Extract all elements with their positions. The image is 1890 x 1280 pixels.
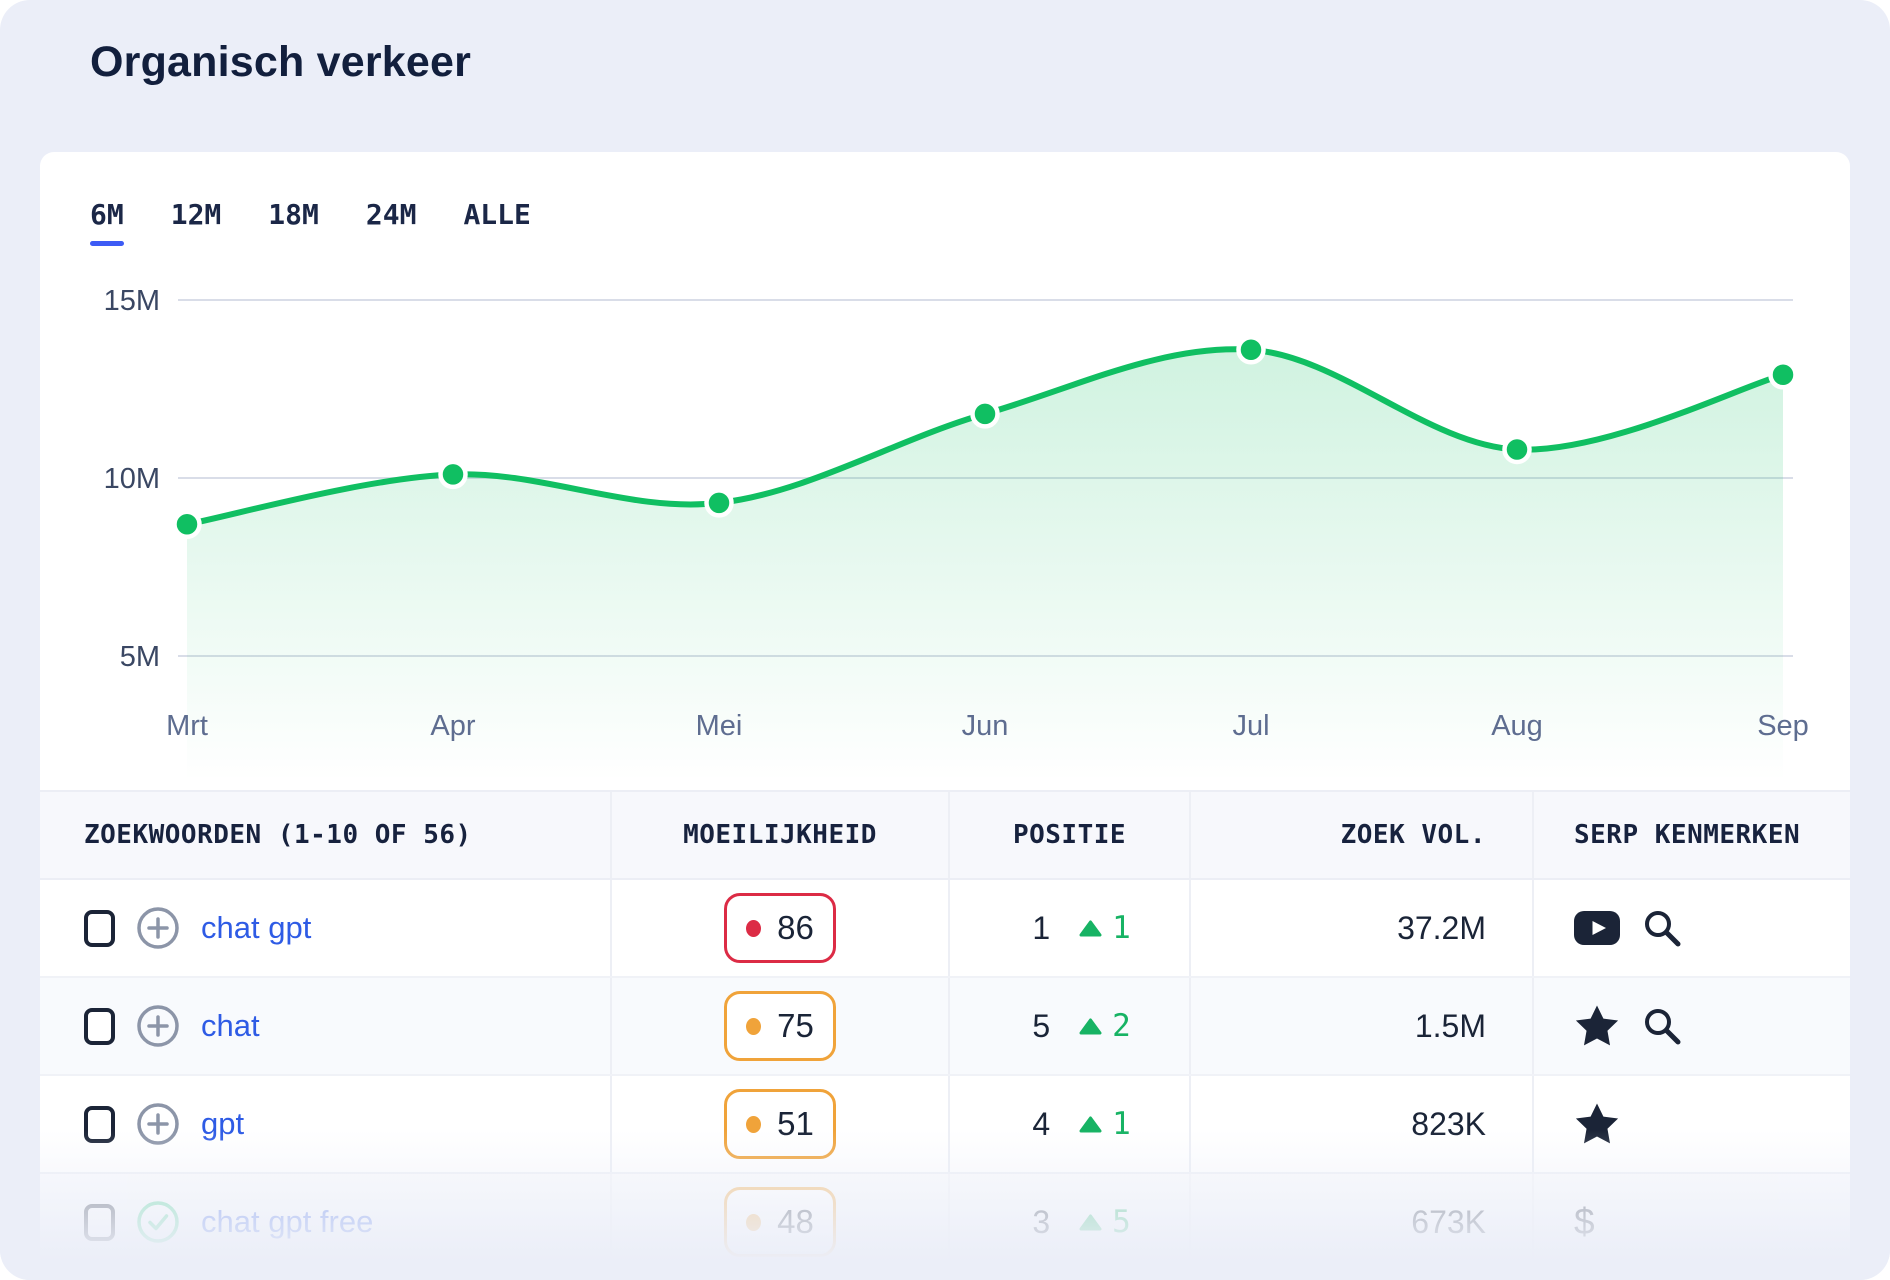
up-arrow-icon (1079, 1116, 1102, 1132)
difficulty-dot (746, 1017, 762, 1035)
difficulty-dot (746, 1213, 762, 1231)
data-point (970, 399, 1000, 429)
add-keyword-icon (137, 907, 179, 949)
up-arrow-icon (1079, 920, 1102, 936)
keyword-link[interactable]: chat gpt (201, 910, 312, 945)
tracked-check-icon (137, 1201, 179, 1243)
table-header-row: ZOEKWOORDEN (1-10 OF 56) MOEILIJKHEID PO… (40, 790, 1850, 880)
traffic-area-fill (187, 349, 1783, 782)
difficulty-badge: 75 (724, 991, 836, 1061)
keyword-link[interactable]: chat gpt free (201, 1204, 374, 1239)
tab-alle[interactable]: ALLE (463, 198, 530, 246)
x-axis-label: Mrt (166, 710, 208, 742)
difficulty-value: 75 (777, 1007, 814, 1044)
star-icon (1575, 1005, 1619, 1046)
youtube-icon (1574, 911, 1620, 945)
tab-active-underline (268, 241, 319, 246)
tab-active-underline (90, 241, 124, 246)
position-change: 1 (1112, 1106, 1131, 1142)
row-checkbox[interactable] (84, 1105, 115, 1143)
table-row[interactable]: chat gpt 86 1 1 37.2M (40, 880, 1850, 978)
table-body: chat gpt 86 1 1 37.2M chat 75 5 2 1.5M gpt 51 4 1 823K… (40, 880, 1850, 1272)
x-axis-label: Jul (1232, 710, 1269, 742)
dollar-icon: $ (1574, 1201, 1595, 1242)
tab-active-underline (171, 241, 222, 246)
traffic-card: 6M 12M 18M 24M ALLE 15M 10M 5M Mrt Apr Mei Jun Jul A… (40, 152, 1850, 1280)
data-point (438, 459, 468, 490)
tab-24m[interactable]: 24M (366, 198, 417, 246)
column-header-serp[interactable]: SERP KENMERKEN (1532, 792, 1850, 878)
page-title: Organisch verkeer (90, 38, 472, 86)
table-row[interactable]: chat 75 5 2 1.5M (40, 978, 1850, 1076)
difficulty-dot (746, 919, 762, 937)
position-change: 2 (1112, 1008, 1131, 1044)
tab-label: 24M (365, 198, 417, 231)
data-point (1768, 360, 1798, 390)
tab-label: 18M (268, 198, 319, 231)
difficulty-value: 86 (777, 909, 814, 946)
up-arrow-icon (1079, 1214, 1102, 1230)
column-header-keywords[interactable]: ZOEKWOORDEN (1-10 OF 56) (84, 820, 472, 850)
data-point (172, 509, 202, 540)
add-keyword-icon (137, 1005, 179, 1047)
star-icon (1575, 1103, 1619, 1144)
keywords-table: ZOEKWOORDEN (1-10 OF 56) MOEILIJKHEID PO… (40, 790, 1850, 1272)
row-checkbox[interactable] (84, 909, 115, 947)
tab-12m[interactable]: 12M (171, 198, 222, 246)
search-volume-value: 1.5M (1414, 1007, 1486, 1044)
tab-label: 12M (170, 198, 222, 231)
difficulty-badge: 51 (724, 1089, 836, 1159)
organic-traffic-chart: 15M 10M 5M Mrt Apr Mei Jun Jul Aug Sep (104, 285, 1809, 782)
tab-label: 6M (90, 198, 124, 231)
search-icon (1645, 911, 1681, 947)
search-volume-value: 673K (1411, 1203, 1486, 1240)
difficulty-value: 51 (777, 1105, 814, 1142)
x-axis-label: Sep (1757, 710, 1809, 742)
difficulty-badge: 86 (724, 893, 836, 963)
data-point (1236, 335, 1266, 365)
difficulty-dot (746, 1115, 762, 1133)
tab-active-underline (366, 241, 417, 246)
position-change: 5 (1112, 1204, 1131, 1240)
column-header-position[interactable]: POSITIE (948, 792, 1189, 878)
search-icon (1645, 1009, 1681, 1045)
keyword-link[interactable]: gpt (201, 1106, 245, 1141)
x-axis-label: Mei (696, 710, 743, 742)
tab-active-underline (463, 241, 530, 246)
table-row[interactable]: chat gpt free 48 3 5 673K $ (40, 1174, 1850, 1272)
y-axis-tick: 5M (120, 641, 160, 673)
x-axis-label: Jun (962, 710, 1009, 742)
row-checkbox[interactable] (84, 1007, 115, 1045)
position-value: 5 (1032, 1007, 1051, 1044)
search-volume-value: 37.2M (1397, 909, 1486, 946)
x-axis-label: Aug (1491, 710, 1543, 742)
column-header-volume[interactable]: ZOEK VOL. (1189, 792, 1532, 878)
data-point (1502, 434, 1532, 465)
time-range-tabs: 6M 12M 18M 24M ALLE (90, 198, 531, 246)
add-keyword-icon (137, 1103, 179, 1145)
tab-18m[interactable]: 18M (268, 198, 319, 246)
position-value: 4 (1032, 1105, 1051, 1142)
x-axis-label: Apr (430, 710, 475, 742)
difficulty-badge: 48 (724, 1187, 836, 1257)
y-axis-tick: 10M (104, 463, 160, 495)
keyword-link[interactable]: chat (201, 1008, 260, 1043)
data-point (704, 488, 734, 518)
position-change: 1 (1112, 910, 1131, 946)
up-arrow-icon (1079, 1018, 1102, 1034)
table-row[interactable]: gpt 51 4 1 823K (40, 1076, 1850, 1174)
column-header-difficulty[interactable]: MOEILIJKHEID (610, 792, 948, 878)
tab-6m[interactable]: 6M (90, 198, 124, 246)
row-checkbox[interactable] (84, 1203, 115, 1241)
search-volume-value: 823K (1411, 1105, 1486, 1142)
tab-label: ALLE (463, 198, 531, 231)
position-value: 1 (1032, 909, 1051, 946)
y-axis-tick: 15M (104, 285, 160, 317)
difficulty-value: 48 (777, 1203, 814, 1240)
position-value: 3 (1032, 1203, 1051, 1240)
